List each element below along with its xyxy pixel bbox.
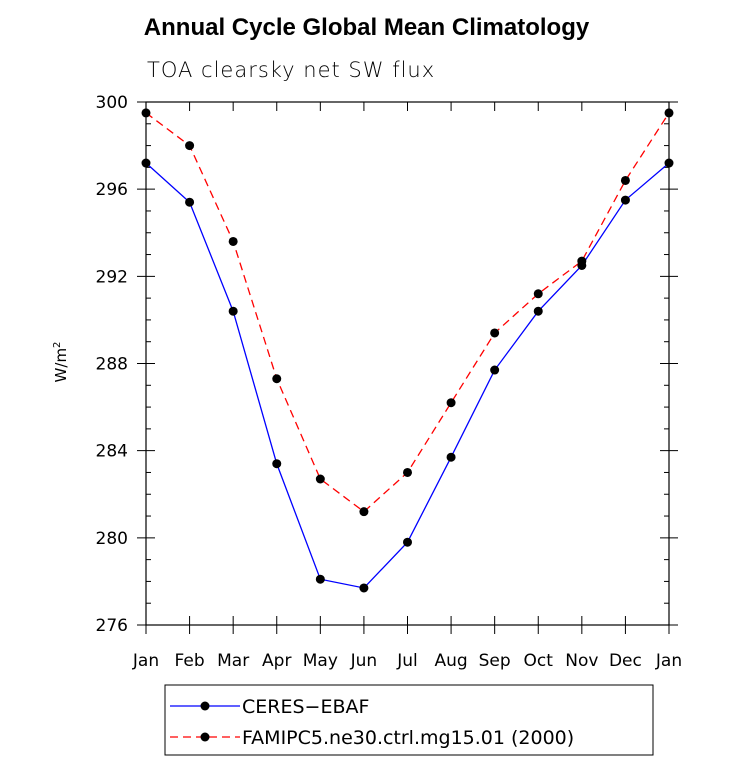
legend: CERES−EBAF FAMIPC5.ne30.ctrl.mg15.01 (200… xyxy=(170,696,574,749)
y-tick-label: 284 xyxy=(96,442,128,462)
x-tick-label: Jan xyxy=(655,651,682,671)
series-2-point xyxy=(664,108,674,118)
series-1-point xyxy=(272,459,282,469)
x-tick-label: Sep xyxy=(479,651,511,671)
x-tick-label: Jun xyxy=(350,651,378,671)
series-2-point xyxy=(620,175,630,185)
x-tick-label: Jul xyxy=(396,651,418,671)
series-line-2 xyxy=(145,112,670,513)
series-1-point xyxy=(403,537,412,547)
x-tick-label: Nov xyxy=(565,651,598,671)
legend-box xyxy=(164,684,654,756)
y-tick-label: 300 xyxy=(96,93,128,113)
series-2-point xyxy=(533,289,543,299)
x-tick-label: Aug xyxy=(434,651,467,671)
x-tick-label: Oct xyxy=(524,651,554,671)
series-2-point xyxy=(446,398,456,408)
series-1-point xyxy=(620,195,630,205)
chart-subtitle: TOA clearsky net SW flux xyxy=(147,58,436,82)
x-tick-label: Apr xyxy=(262,651,291,671)
y-tick-label: 296 xyxy=(96,180,128,200)
series-2-point xyxy=(577,256,587,266)
y-tick-label: 276 xyxy=(96,616,128,636)
series-1-point xyxy=(446,452,456,462)
series-1-point xyxy=(359,583,369,593)
y-axis-label: W/m2 xyxy=(52,342,70,383)
series-2-point xyxy=(228,236,238,246)
series-1-point xyxy=(315,574,325,584)
legend-label-2: FAMIPC5.ne30.ctrl.mg15.01 (2000) xyxy=(242,727,574,749)
chart-title: Annual Cycle Global Mean Climatology xyxy=(143,14,590,41)
series-2-point xyxy=(141,108,151,118)
y-axis-label-text: W/m xyxy=(52,348,70,383)
y-tick-label: 280 xyxy=(96,529,128,549)
series-2-point xyxy=(359,507,369,517)
legend-marker-1 xyxy=(200,701,210,711)
y-tick-label: 288 xyxy=(96,355,128,375)
series-2-point xyxy=(490,328,500,338)
series-line-1 xyxy=(145,162,670,589)
legend-marker-2 xyxy=(200,732,210,742)
series-1-point xyxy=(490,365,500,375)
series-2-point xyxy=(272,374,282,384)
series-2-point xyxy=(315,474,325,484)
series-1-point xyxy=(185,197,195,207)
x-tick-label: Dec xyxy=(609,651,642,671)
legend-label-1: CERES−EBAF xyxy=(242,696,369,718)
x-tick-label: Mar xyxy=(217,651,249,671)
y-axis-label-sup: 2 xyxy=(52,342,63,348)
y-tick-label: 292 xyxy=(96,267,128,287)
series-1-point xyxy=(533,306,543,316)
x-tick-label: Feb xyxy=(175,651,205,671)
series-layer xyxy=(141,108,674,593)
series-1-point xyxy=(141,158,151,168)
axis-ticks: Jan Feb Mar Apr May Jun Jul Aug Sep Oct Nov Dec Jan2… xyxy=(96,93,683,671)
series-2-point xyxy=(185,141,195,151)
series-1-point xyxy=(228,306,238,316)
x-tick-label: May xyxy=(303,651,338,671)
series-2-point xyxy=(403,467,412,477)
series-1-point xyxy=(664,158,674,168)
x-tick-label: Jan xyxy=(132,651,159,671)
